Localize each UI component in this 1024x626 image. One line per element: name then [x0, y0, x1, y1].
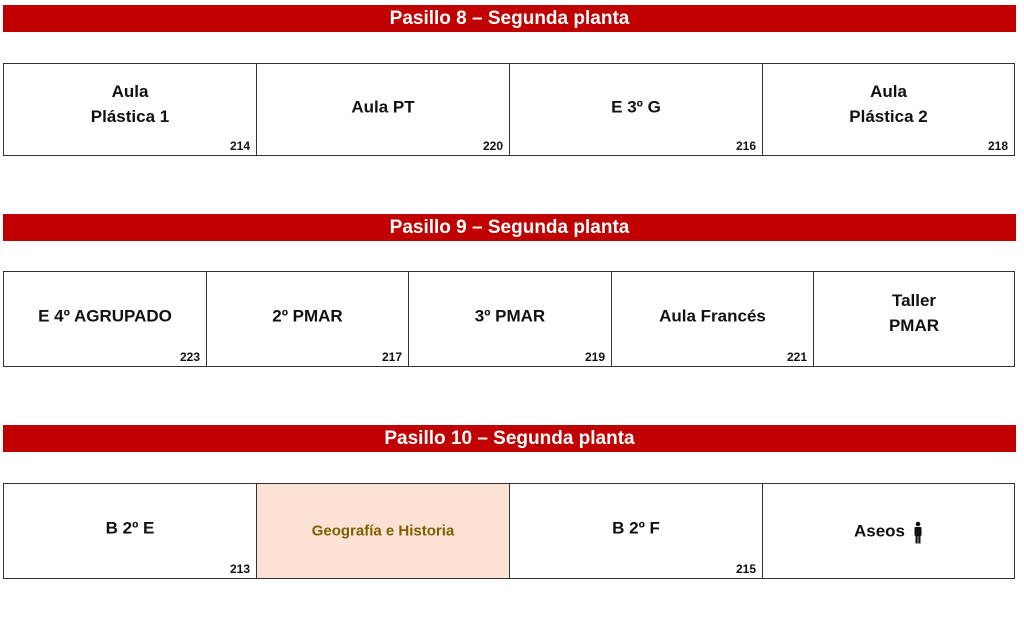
room-cell: E 3º G 216 — [510, 64, 763, 155]
room-name: B 2º F — [612, 518, 660, 538]
room-number: 214 — [229, 139, 250, 153]
room-cell: Aula PT 220 — [257, 64, 510, 155]
room-name: Aula Plástica 1 — [90, 81, 170, 126]
room-cell: 3º PMAR 219 — [409, 272, 612, 366]
room-cell: 2º PMAR 217 — [207, 272, 409, 366]
room-number: 217 — [381, 350, 402, 364]
room-cell: Aula Plástica 2 218 — [763, 64, 1014, 155]
room-cell: E 4º AGRUPADO 223 — [4, 272, 207, 366]
rooms-row-pasillo-8: Aula Plástica 1 214 Aula PT 220 E 3º G 216 … — [3, 63, 1015, 156]
room-number: 216 — [735, 139, 756, 153]
room-name: 2º PMAR — [272, 306, 343, 326]
room-name: E 4º AGRUPADO — [38, 306, 172, 326]
room-name: Aula PT — [351, 97, 415, 116]
room-name: Taller PMAR — [888, 291, 940, 335]
room-name-with-icon: Aseos — [763, 519, 1014, 544]
room-name: Geografía e Historia — [311, 522, 455, 540]
rooms-row-pasillo-9: E 4º AGRUPADO 223 2º PMAR 217 3º PMAR 219 A… — [3, 271, 1015, 367]
room-name: Aula Francés — [659, 306, 766, 326]
section-banner-pasillo-9: Pasillo 9 – Segunda planta — [3, 214, 1016, 241]
room-cell: B 2º F 215 — [510, 484, 763, 578]
room-name: Aseos — [853, 521, 906, 541]
room-number: 219 — [584, 350, 605, 364]
rooms-row-pasillo-10: B 2º E 213 Geografía e Historia B 2º F 215… — [3, 483, 1015, 579]
room-cell: B 2º E 213 — [4, 484, 257, 578]
room-cell-highlighted: Geografía e Historia — [257, 484, 510, 578]
room-name: B 2º E — [105, 518, 155, 538]
person-icon — [914, 521, 922, 544]
room-cell: Taller PMAR — [814, 272, 1014, 366]
room-number: 218 — [987, 139, 1008, 153]
section-banner-pasillo-8: Pasillo 8 – Segunda planta — [3, 5, 1016, 32]
room-cell: Aula Plástica 1 214 — [4, 64, 257, 155]
room-name: Aula Plástica 2 — [849, 81, 928, 126]
room-cell: Aseos — [763, 484, 1014, 578]
room-cell: Aula Francés 221 — [612, 272, 814, 366]
room-number: 220 — [482, 139, 503, 153]
section-banner-pasillo-10: Pasillo 10 – Segunda planta — [3, 425, 1016, 452]
room-name: E 3º G — [611, 97, 661, 116]
room-number: 221 — [786, 350, 807, 364]
room-number: 213 — [229, 562, 250, 576]
room-number: 223 — [179, 350, 200, 364]
room-number: 215 — [735, 562, 756, 576]
room-name: 3º PMAR — [474, 306, 546, 326]
